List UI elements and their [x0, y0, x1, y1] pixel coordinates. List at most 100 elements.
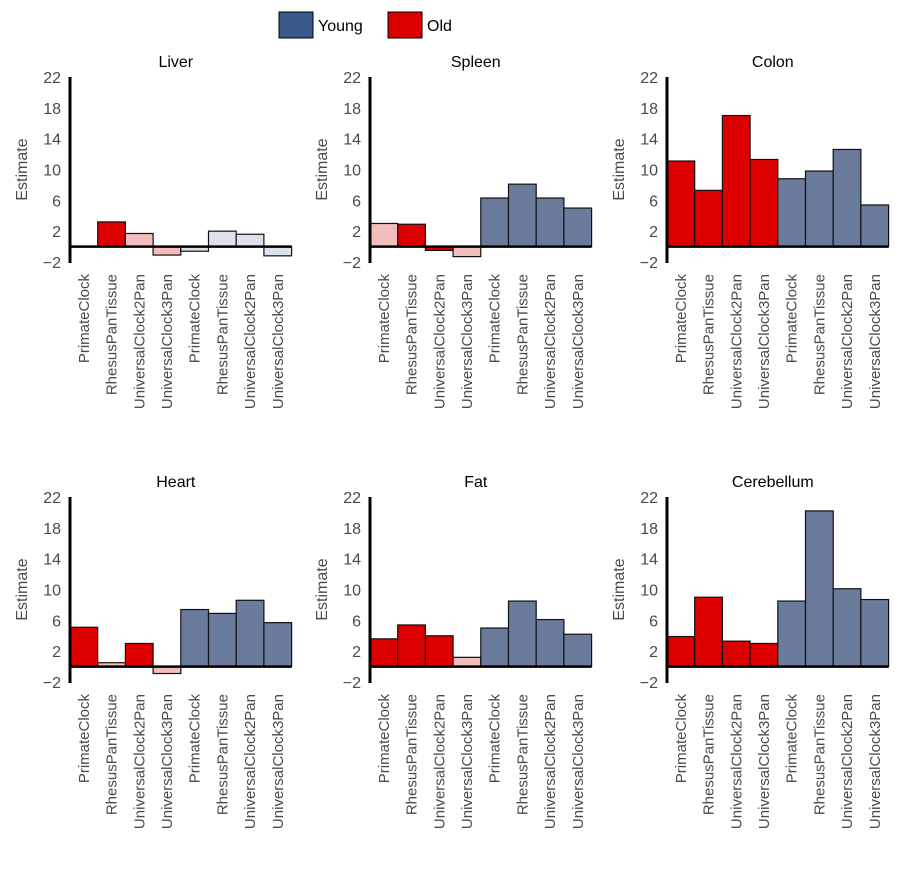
bar — [152, 245, 182, 256]
y-tick-label: 6 — [352, 193, 361, 210]
y-tick-label: 6 — [52, 193, 61, 210]
y-tick-label: 22 — [343, 490, 361, 507]
x-tick-label: PrimateClock — [376, 274, 393, 364]
x-tick-label: RhesusPanTissue — [701, 274, 718, 395]
x-tick-label: RhesusPanTissue — [214, 694, 231, 815]
y-tick-label: −2 — [343, 675, 361, 692]
y-tick-label: 10 — [640, 163, 658, 180]
x-tick-label: RhesusPanTissue — [701, 694, 718, 815]
x-tick-label: UniversalClock3Pan — [756, 694, 773, 829]
y-tick-label: 18 — [640, 521, 658, 538]
bar — [207, 612, 237, 668]
bar — [563, 633, 593, 668]
y-axis-label: Estimate — [314, 138, 331, 200]
x-tick-label: UniversalClock3Pan — [459, 274, 476, 409]
y-tick-label: 14 — [640, 552, 658, 569]
y-tick-label: 18 — [343, 521, 361, 538]
y-axis-label: Estimate — [14, 558, 31, 620]
y-tick-label: 22 — [43, 70, 61, 87]
x-tick-label: UniversalClock2Pan — [131, 274, 148, 409]
x-tick-label: UniversalClock3Pan — [459, 694, 476, 829]
bar — [180, 608, 210, 668]
x-tick-label: UniversalClock2Pan — [431, 694, 448, 829]
bar — [507, 183, 537, 248]
chart-panel-heart: Heart Estimate −2 2 6 10 14 18 22 PrimateClock Rhe… — [14, 474, 293, 829]
bar — [235, 599, 265, 668]
y-tick-label: 18 — [43, 521, 61, 538]
bar — [694, 596, 724, 668]
bar — [777, 600, 807, 668]
y-tick-label: 22 — [43, 490, 61, 507]
x-tick-label: UniversalClock3Pan — [159, 694, 176, 829]
bar — [832, 588, 862, 668]
x-tick-label: UniversalClock3Pan — [159, 274, 176, 409]
x-tick-label: PrimateClock — [487, 694, 504, 784]
x-tick-label: UniversalClock3Pan — [867, 274, 884, 409]
bar — [397, 624, 427, 668]
bar — [666, 635, 696, 668]
bar — [369, 222, 399, 248]
chart-title: Heart — [156, 474, 196, 491]
x-tick-label: PrimateClock — [76, 274, 93, 364]
x-tick-label: UniversalClock3Pan — [270, 274, 287, 409]
x-tick-label: PrimateClock — [187, 274, 204, 364]
bar — [749, 642, 779, 668]
bar — [721, 114, 751, 248]
x-tick-label: UniversalClock2Pan — [728, 694, 745, 829]
x-tick-label: RhesusPanTissue — [514, 694, 531, 815]
bar — [563, 207, 593, 248]
y-tick-label: 10 — [343, 163, 361, 180]
y-tick-label: 18 — [640, 101, 658, 118]
y-tick-label: −2 — [343, 255, 361, 272]
chart-panel-spleen: Spleen Estimate −2 2 6 10 14 18 22 PrimateClock Rh… — [314, 54, 593, 409]
y-axis-label: Estimate — [314, 558, 331, 620]
bar — [749, 158, 779, 248]
y-tick-label: −2 — [640, 675, 658, 692]
x-tick-label: RhesusPanTissue — [104, 694, 121, 815]
x-tick-label: PrimateClock — [76, 694, 93, 784]
legend-swatch-young — [278, 11, 314, 39]
x-tick-label: UniversalClock3Pan — [570, 694, 587, 829]
bar — [69, 626, 99, 668]
x-tick-label: UniversalClock2Pan — [542, 694, 559, 829]
y-tick-label: 14 — [343, 132, 361, 149]
y-axis-label: Estimate — [611, 558, 628, 620]
x-tick-label: PrimateClock — [673, 694, 690, 784]
bar — [804, 510, 834, 668]
x-tick-label: UniversalClock3Pan — [270, 694, 287, 829]
bar — [480, 627, 510, 668]
y-tick-label: 14 — [640, 132, 658, 149]
chart-title: Liver — [158, 54, 193, 71]
x-tick-label: UniversalClock2Pan — [839, 274, 856, 409]
x-tick-label: RhesusPanTissue — [811, 694, 828, 815]
x-tick-label: PrimateClock — [487, 274, 504, 364]
x-tick-label: PrimateClock — [784, 274, 801, 364]
bar — [666, 160, 696, 248]
bar — [535, 618, 565, 668]
x-tick-label: UniversalClock3Pan — [570, 274, 587, 409]
bar — [452, 656, 482, 668]
y-tick-label: 14 — [43, 552, 61, 569]
x-tick-label: UniversalClock2Pan — [242, 274, 259, 409]
y-tick-label: 22 — [640, 70, 658, 87]
x-tick-label: UniversalClock3Pan — [756, 274, 773, 409]
y-tick-label: 6 — [649, 193, 658, 210]
y-tick-label: 14 — [343, 552, 361, 569]
x-tick-label: PrimateClock — [376, 694, 393, 784]
y-tick-label: 2 — [52, 224, 61, 241]
bar — [480, 197, 510, 248]
bar — [860, 598, 890, 668]
x-tick-label: PrimateClock — [784, 694, 801, 784]
chart-panel-fat: Fat Estimate −2 2 6 10 14 18 22 PrimateClock Rhesu… — [314, 474, 593, 829]
y-tick-label: 6 — [352, 613, 361, 630]
bar — [535, 197, 565, 248]
x-tick-label: UniversalClock2Pan — [131, 694, 148, 829]
y-tick-label: 10 — [43, 163, 61, 180]
x-tick-label: PrimateClock — [673, 274, 690, 364]
bar — [804, 170, 834, 248]
y-tick-label: 10 — [343, 583, 361, 600]
y-tick-label: 6 — [649, 613, 658, 630]
y-tick-label: 22 — [343, 70, 361, 87]
bar — [424, 635, 454, 668]
